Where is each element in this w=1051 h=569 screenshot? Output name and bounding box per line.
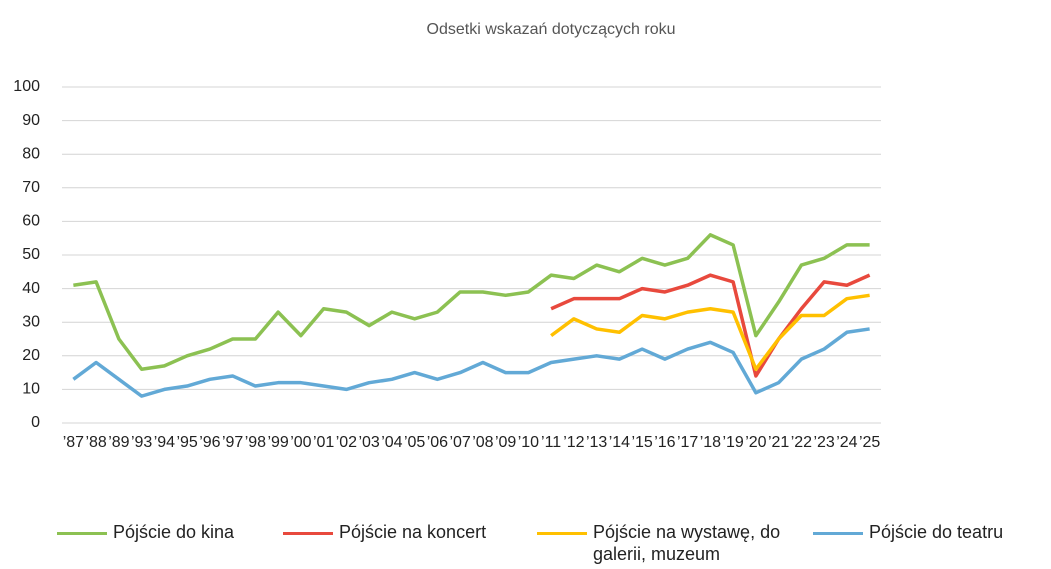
x-tick-label: ’89	[108, 434, 129, 451]
legend-label: Pójście do kina	[113, 522, 235, 542]
x-tick-label: ’99	[267, 434, 288, 451]
x-tick-label: ’00	[290, 434, 311, 451]
x-tick-label: ’17	[677, 434, 698, 451]
x-tick-label: ’94	[154, 434, 175, 451]
x-tick-label: ’88	[85, 434, 106, 451]
legend-item: Pójście na koncert	[283, 521, 486, 543]
x-tick-label: ’22	[791, 434, 812, 451]
legend-swatch	[283, 532, 333, 535]
series-line	[550, 293, 870, 371]
legend-swatch	[537, 532, 587, 535]
x-tick-label: ’96	[199, 434, 220, 451]
y-tick-label: 100	[13, 78, 40, 95]
x-tick-label: ’19	[722, 434, 743, 451]
legend-item: Pójście do kina	[57, 521, 234, 543]
y-tick-label: 40	[22, 280, 40, 297]
x-tick-label: ’10	[518, 434, 539, 451]
x-tick-label: ’98	[245, 434, 266, 451]
x-tick-label: ’24	[836, 434, 857, 451]
legend-item: Pójście do teatru	[813, 521, 1003, 543]
x-tick-label: ’06	[427, 434, 448, 451]
x-tick-label: ’05	[404, 434, 425, 451]
legend-label: Pójście na wystawę, do galerii, muzeum	[593, 522, 781, 564]
x-tick-label: ’16	[654, 434, 675, 451]
legend-label: Pójście na koncert	[339, 522, 487, 542]
x-tick-label: ’87	[63, 434, 84, 451]
y-tick-label: 0	[31, 414, 40, 431]
series-line	[73, 233, 870, 371]
x-tick-label: ’07	[449, 434, 470, 451]
x-tick-label: ’04	[381, 434, 402, 451]
x-tick-label: ’01	[313, 434, 334, 451]
x-tick-label: ’18	[700, 434, 721, 451]
x-tick-label: ’25	[859, 434, 880, 451]
x-tick-label: ’09	[495, 434, 516, 451]
chart-title: Odsetki wskazań dotyczących roku	[427, 21, 676, 38]
y-tick-label: 70	[22, 179, 40, 196]
x-tick-label: ’97	[222, 434, 243, 451]
y-tick-label: 10	[22, 381, 40, 398]
y-tick-label: 30	[22, 313, 40, 330]
legend-swatch	[813, 532, 863, 535]
x-tick-label: ’15	[631, 434, 652, 451]
x-tick-label: ’93	[131, 434, 152, 451]
y-tick-label: 20	[22, 347, 40, 364]
x-tick-label: ’23	[813, 434, 834, 451]
x-tick-label: ’95	[176, 434, 197, 451]
y-tick-label: 50	[22, 246, 40, 263]
legend-item: Pójście na wystawę, do galerii, muzeum	[537, 521, 783, 565]
legend-swatch	[57, 532, 107, 535]
series-line	[550, 273, 871, 378]
x-tick-label: ’20	[745, 434, 766, 451]
x-tick-label: ’03	[358, 434, 379, 451]
series-line	[72, 327, 870, 398]
y-tick-label: 90	[22, 112, 40, 129]
x-tick-label: ’12	[563, 434, 584, 451]
y-tick-label: 80	[22, 145, 40, 162]
y-tick-label: 60	[22, 213, 40, 230]
x-tick-label: ’08	[472, 434, 493, 451]
x-tick-label: ’11	[541, 434, 561, 451]
x-tick-label: ’21	[768, 434, 789, 451]
x-tick-label: ’13	[586, 434, 607, 451]
x-tick-label: ’14	[609, 434, 630, 451]
legend-label: Pójście do teatru	[869, 522, 1004, 542]
x-tick-label: ’02	[336, 434, 357, 451]
